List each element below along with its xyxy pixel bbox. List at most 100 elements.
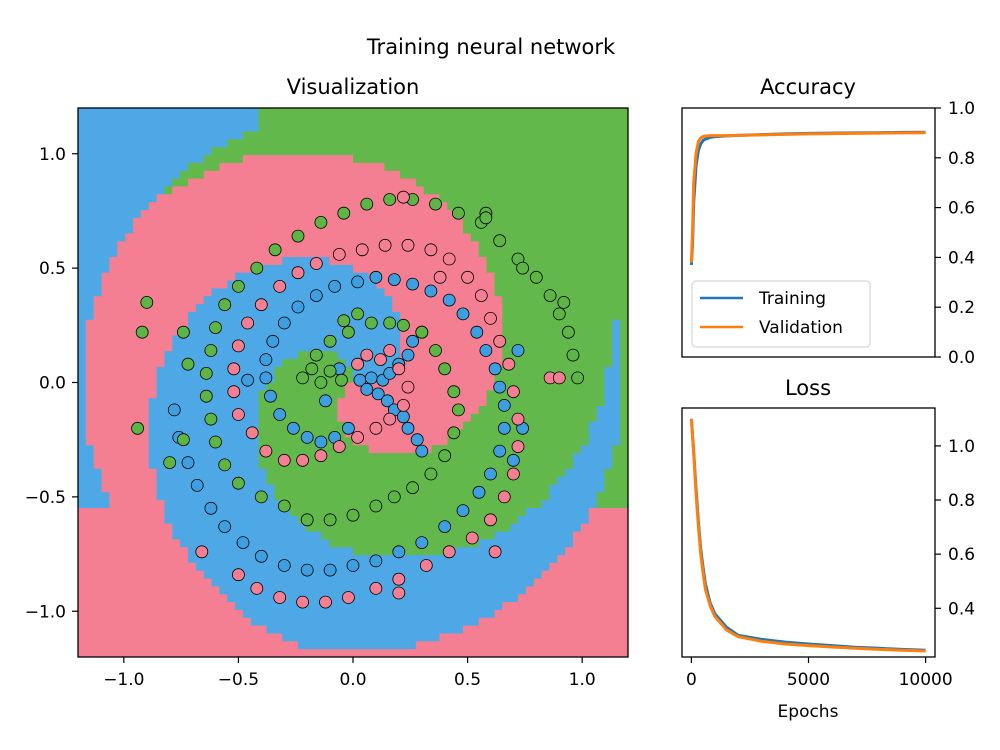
scatter-point-green [429,344,442,357]
boundary-cell [541,617,551,627]
boundary-cell [180,617,189,627]
boundary-cell [266,586,276,595]
boundary-cell [164,351,173,360]
boundary-cell [408,304,417,313]
boundary-cell [305,602,315,611]
boundary-cell [180,351,189,360]
boundary-cell [368,202,378,211]
boundary-cell [596,641,606,650]
boundary-cell [502,280,511,289]
boundary-cell [557,170,566,180]
scatter-point-green [451,403,465,417]
boundary-cell [360,170,370,180]
boundary-cell [258,123,268,133]
boundary-cell [313,398,323,407]
boundary-cell [588,139,598,148]
boundary-cell [109,162,118,172]
boundary-cell [219,131,228,140]
boundary-cell [596,562,606,572]
boundary-cell [156,209,166,219]
boundary-cell [431,460,441,470]
boundary-cell [274,296,283,305]
boundary-cell [408,413,417,423]
boundary-cell [305,178,315,188]
boundary-cell [321,578,331,588]
boundary-cell [557,570,566,580]
boundary-cell [580,641,590,650]
boundary-cell [321,492,331,501]
boundary-cell [164,594,173,603]
boundary-cell [518,523,527,533]
boundary-cell [282,108,291,117]
boundary-cell [580,139,590,148]
boundary-cell [360,617,370,627]
boundary-cell [580,257,590,266]
boundary-cell [211,288,221,297]
boundary-cell [549,515,558,525]
boundary-cell [384,108,393,117]
boundary-cell [502,570,511,580]
boundary-cell [140,602,150,611]
boundary-cell [431,413,441,423]
boundary-cell [510,272,519,282]
boundary-cell [164,249,173,258]
boundary-cell [227,335,236,344]
boundary-cell [329,170,338,180]
boundary-cell [612,241,621,250]
boundary-cell [455,123,464,133]
boundary-cell [620,366,628,376]
boundary-cell [274,311,283,321]
boundary-cell [227,147,236,156]
boundary-cell [525,139,535,148]
boundary-cell [85,225,95,235]
boundary-cell [156,578,166,588]
boundary-cell [596,186,606,195]
boundary-cell [447,194,456,203]
boundary-cell [376,139,386,148]
boundary-cell [125,421,134,431]
boundary-cell [148,625,158,635]
boundary-cell [274,202,283,211]
boundary-cell [172,241,181,250]
boundary-cell [219,319,228,329]
boundary-cell [305,625,315,635]
boundary-cell [620,453,628,462]
boundary-cell [258,217,268,227]
boundary-cell [274,578,283,588]
boundary-cell [164,492,173,501]
boundary-cell [384,421,393,431]
boundary-cell [502,555,511,564]
boundary-cell [415,468,425,478]
boundary-cell [463,194,472,203]
boundary-cell [455,115,464,125]
boundary-cell [431,453,441,462]
boundary-cell [180,288,189,297]
boundary-cell [266,539,276,548]
boundary-cell [109,547,118,556]
boundary-cell [93,570,103,580]
boundary-cell [85,115,95,125]
boundary-cell [148,217,158,227]
boundary-cell [423,257,433,266]
boundary-cell [180,178,189,188]
boundary-cell [533,366,543,376]
boundary-cell [463,374,472,384]
boundary-cell [133,484,142,493]
boundary-cell [573,233,582,242]
boundary-cell [219,280,228,289]
boundary-cell [565,390,574,399]
boundary-cell [502,531,511,540]
boundary-cell [408,319,417,329]
boundary-cell [290,343,299,352]
boundary-cell [518,492,527,501]
boundary-cell [455,147,464,156]
boundary-cell [612,515,621,525]
boundary-cell [463,625,472,635]
boundary-cell [188,264,197,274]
boundary-cell [85,515,95,525]
boundary-cell [203,233,213,242]
boundary-cell [93,406,103,415]
boundary-cell [321,633,331,642]
boundary-cell [541,304,551,313]
boundary-cell [321,233,331,242]
